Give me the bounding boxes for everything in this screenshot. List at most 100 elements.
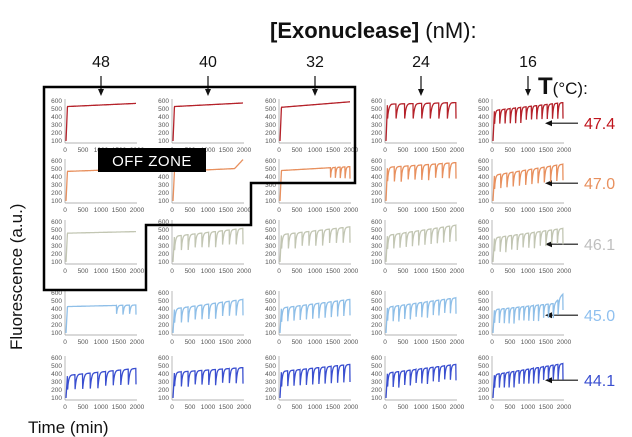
y-tick-label: 300 [478,182,489,189]
x-tick-label: 1000 [94,268,109,275]
series-line [279,226,351,263]
y-axis-label: Fluorescence (a.u.) [7,204,26,350]
x-tick-label: 2000 [344,147,359,154]
temperature-arrow-icon [545,241,578,248]
y-tick-label: 400 [265,235,276,242]
y-tick-label: 100 [265,198,276,205]
y-tick-label: 400 [158,306,169,313]
x-tick-label: 1000 [201,207,216,214]
series-line [172,366,244,399]
series-line [492,163,564,202]
x-tick-label: 2000 [450,339,465,346]
x-tick-label: 500 [78,207,89,214]
y-tick-label: 100 [478,198,489,205]
x-tick-label: 1500 [326,339,341,346]
y-tick-label: 600 [478,290,489,297]
y-tick-label: 100 [158,259,169,266]
temperature-label-47.4: 47.4 [584,116,615,133]
x-tick-label: 0 [63,147,67,154]
y-tick-label: 300 [371,122,382,129]
x-tick-label: 1500 [539,404,554,411]
off-zone-border [42,85,357,292]
y-tick-label: 400 [265,306,276,313]
y-tick-label: 300 [158,314,169,321]
y-tick-label: 300 [51,314,62,321]
y-tick-label: 600 [478,219,489,226]
x-tick-label: 0 [490,207,494,214]
y-tick-label: 200 [371,190,382,197]
x-tick-label: 0 [170,339,174,346]
y-tick-label: 300 [478,379,489,386]
y-tick-label: 400 [158,235,169,242]
x-tick-label: 1000 [414,339,429,346]
y-tick-label: 200 [371,130,382,137]
x-tick-label: 1000 [521,207,536,214]
x-tick-label: 500 [185,404,196,411]
concentration-arrow-icon [418,76,424,96]
series-line [65,230,136,263]
temperature-label-47.0: 47.0 [584,176,615,193]
y-tick-label: 200 [51,322,62,329]
x-tick-label: 1500 [326,268,341,275]
x-tick-label: 1500 [539,339,554,346]
y-tick-label: 500 [265,363,276,370]
x-tick-label: 0 [277,207,281,214]
x-tick-label: 1000 [94,207,109,214]
series-line [172,102,243,142]
y-tick-label: 500 [478,363,489,370]
series-line [385,101,457,142]
series-line [385,224,457,263]
y-tick-label: 200 [478,322,489,329]
y-tick-label: 400 [478,114,489,121]
x-tick-label: 1500 [112,339,127,346]
y-tick-label: 100 [158,395,169,402]
x-tick-label: 2000 [237,339,252,346]
y-tick-label: 100 [51,395,62,402]
x-tick-label: 1500 [219,404,234,411]
series-line [279,101,350,142]
x-tick-label: 2000 [237,207,252,214]
temperature-arrow-icon [545,377,578,384]
concentration-arrow-icon [312,76,318,96]
x-tick-label: 1000 [414,268,429,275]
x-tick-label: 0 [383,339,387,346]
y-tick-label: 500 [158,106,169,113]
concentration-header-40: 40 [199,54,217,71]
x-tick-label: 500 [505,404,516,411]
y-tick-label: 200 [478,190,489,197]
x-tick-label: 0 [277,339,281,346]
y-tick-label: 200 [478,251,489,258]
x-tick-label: 1000 [308,207,323,214]
y-tick-label: 100 [371,138,382,145]
x-tick-label: 2000 [130,339,145,346]
y-tick-label: 600 [51,98,62,105]
series-line [279,298,351,334]
series-line [492,101,564,142]
x-tick-label: 1500 [432,339,447,346]
x-tick-label: 1500 [219,147,234,154]
x-axis-label: Time (min) [28,418,109,437]
x-tick-label: 0 [490,404,494,411]
x-tick-label: 1500 [219,268,234,275]
y-tick-label: 600 [51,219,62,226]
x-tick-label: 0 [490,339,494,346]
y-tick-label: 400 [371,235,382,242]
y-tick-label: 100 [478,138,489,145]
y-tick-label: 600 [158,355,169,362]
x-tick-label: 500 [185,339,196,346]
x-tick-label: 0 [170,207,174,214]
y-tick-label: 500 [478,106,489,113]
x-tick-label: 1000 [201,339,216,346]
y-tick-label: 400 [371,306,382,313]
x-tick-label: 0 [490,268,494,275]
y-tick-label: 300 [371,243,382,250]
x-tick-label: 2000 [450,404,465,411]
y-tick-label: 500 [51,106,62,113]
